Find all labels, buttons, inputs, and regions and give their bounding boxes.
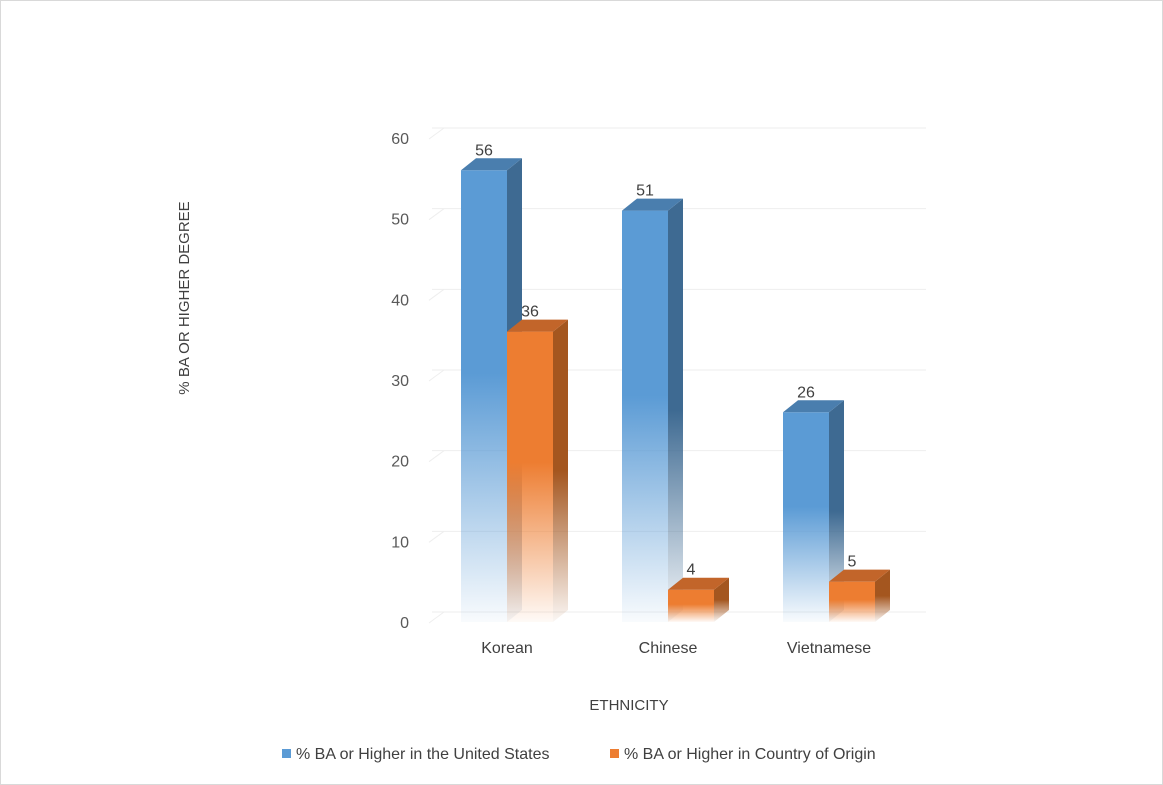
- y-tick-label: 40: [391, 292, 409, 309]
- bar-side-face: [668, 198, 683, 622]
- bar-side-face: [714, 577, 729, 622]
- data-label: 36: [521, 304, 539, 321]
- gridline-depth: [428, 530, 445, 543]
- legend-swatch: [610, 749, 619, 758]
- x-category-label: Vietnamese: [787, 640, 871, 657]
- gridline-depth: [428, 127, 445, 140]
- y-tick-label: 0: [400, 615, 409, 632]
- y-tick-label: 20: [391, 454, 409, 471]
- data-label: 26: [797, 384, 815, 401]
- gridline-depth: [428, 369, 445, 382]
- bar-front-face: [829, 581, 875, 622]
- bar-side-face: [829, 400, 844, 622]
- bar-side-face: [553, 319, 568, 622]
- bar-front-face: [783, 412, 829, 622]
- data-label: 51: [636, 183, 654, 200]
- y-tick-label: 60: [391, 131, 409, 148]
- bar-top-face: [829, 569, 890, 582]
- data-label: 5: [848, 554, 857, 571]
- legend-label: % BA or Higher in Country of Origin: [624, 746, 876, 763]
- bar-front-face: [461, 170, 507, 622]
- y-axis-title: % BA OR HIGHER DEGREE: [176, 201, 193, 394]
- bar-front-face: [668, 589, 714, 622]
- legend-item-1: % BA or Higher in the United States: [282, 746, 549, 763]
- bar-vietnamese-series-2: [829, 569, 890, 622]
- bar-side-face: [875, 569, 890, 622]
- y-tick-label: 10: [391, 534, 409, 551]
- legend-label: % BA or Higher in the United States: [296, 746, 549, 763]
- x-category-label: Chinese: [639, 640, 698, 657]
- data-label: 56: [475, 142, 493, 159]
- bar-korean-series-2: [507, 319, 568, 622]
- gridline-depth: [428, 208, 445, 221]
- bar-chinese-series-2: [668, 577, 729, 622]
- bar-top-face: [783, 400, 844, 413]
- gridline-depth: [428, 611, 445, 624]
- bar-top-face: [668, 577, 729, 590]
- bar-vietnamese-series-1: [783, 400, 844, 622]
- gridline-depth: [428, 288, 445, 301]
- bar-top-face: [461, 158, 522, 171]
- y-axis-ticks: 0 10 20 30 40 50 60: [391, 131, 409, 632]
- bar-top-face: [622, 198, 683, 211]
- x-axis-categories: Korean Chinese Vietnamese: [481, 640, 871, 657]
- y-tick-label: 30: [391, 373, 409, 390]
- bar-front-face: [507, 331, 553, 622]
- x-category-label: Korean: [481, 640, 533, 657]
- x-axis-title: ETHNICITY: [589, 697, 668, 714]
- legend: % BA or Higher in the United States % BA …: [282, 746, 876, 763]
- bar-top-face: [507, 319, 568, 332]
- bars: [461, 158, 890, 622]
- data-labels: 56 36 51 4 26 5: [475, 142, 856, 578]
- y-tick-label: 50: [391, 212, 409, 229]
- data-label: 4: [687, 562, 696, 579]
- legend-item-2: % BA or Higher in Country of Origin: [610, 746, 876, 763]
- gridline-depth: [428, 450, 445, 463]
- bar-chinese-series-1: [622, 198, 683, 622]
- legend-swatch: [282, 749, 291, 758]
- bar-front-face: [622, 210, 668, 622]
